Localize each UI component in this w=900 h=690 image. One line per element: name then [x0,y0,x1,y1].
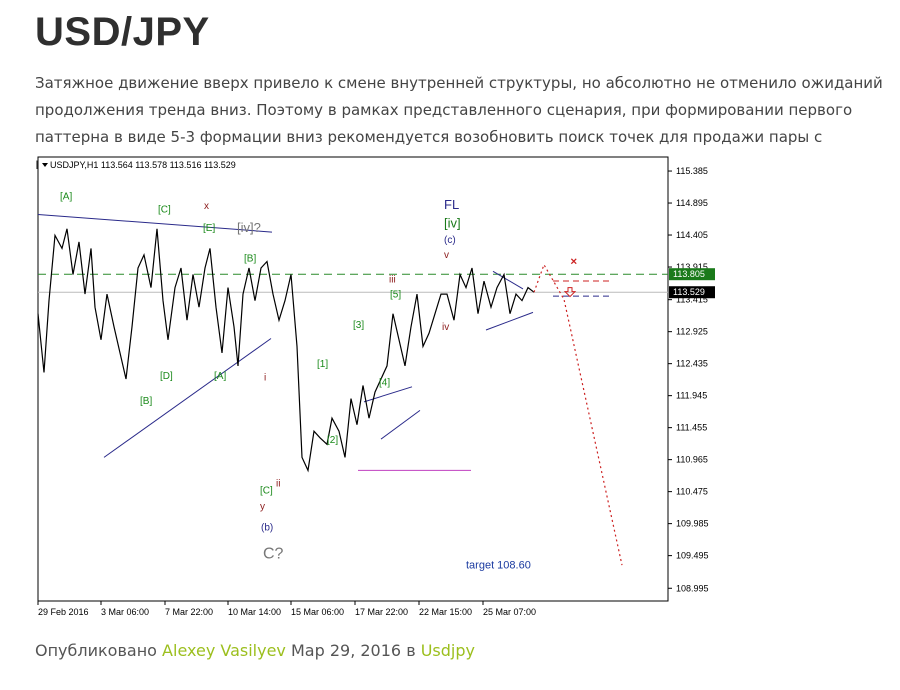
wave-label: iv [442,322,449,333]
dropdown-arrow-icon [42,163,48,167]
sell-arrow-icon [563,287,577,298]
wave-label: y [260,502,265,513]
wave-label: [iv]? [237,220,261,235]
stop-mark-icon: ✕ [570,257,578,267]
y-tick-label: 115.385 [676,166,708,176]
price-box-label: 113.805 [673,269,705,279]
usdjpy-chart: USDJPY,H1 113.564 113.578 113.516 113.52… [37,156,715,617]
y-tick-label: 108.995 [676,583,709,593]
y-tick-label: 114.895 [676,198,708,208]
upper-trendline [37,213,273,233]
wave-label: [D] [160,371,173,382]
wave-label: [C] [158,205,171,216]
wave-label: [B] [244,253,256,264]
y-tick-label: 114.405 [676,230,708,240]
lower-trendline [103,338,272,458]
y-tick-label: 112.925 [676,327,708,337]
x-tick-label: 22 Mar 15:00 [419,607,472,617]
y-tick-label: 109.985 [676,519,709,529]
wave-label: [B] [140,396,152,407]
price-box [669,268,715,281]
wave-label: [C] [260,485,273,496]
x-tick-label: 25 Mar 07:00 [483,607,536,617]
page-title: USD/JPY [35,10,210,54]
ending-diagonal-lower [485,311,534,331]
y-tick-label: 109.495 [676,551,709,561]
wave-label: [4] [379,378,390,389]
x-tick-label: 15 Mar 06:00 [291,607,344,617]
wave-label: v [444,250,449,261]
price-series-line [37,228,535,473]
x-tick-label: 7 Mar 22:00 [165,607,213,617]
published-label: Опубликовано [35,641,157,660]
y-tick-label: 112.435 [676,359,708,369]
wave-label: [iv] [444,216,461,231]
wave-label: target 108.60 [466,559,531,571]
wave-label: [1] [317,359,328,370]
wave-label: [3] [353,320,364,331]
post-meta: Опубликовано Alexey Vasilyev Мар 29, 201… [35,641,475,660]
wave-label: [A] [214,371,226,382]
wedge-lower-line [380,409,421,440]
x-tick-label: 3 Mar 06:00 [101,607,149,617]
plot-frame [37,156,669,602]
y-tick-label: 110.475 [676,487,708,497]
price-box [669,286,715,299]
category-link[interactable]: Usdjpy [420,641,475,660]
wave-label: [2] [327,435,338,446]
projection-path [533,263,623,566]
y-tick-label: 113.415 [676,295,708,305]
ending-diagonal-upper [492,270,524,290]
wave-label: (b) [261,522,273,533]
post-date: Мар 29, 2016 [290,641,402,660]
x-tick-label: 29 Feb 2016 [38,607,89,617]
wave-label: FL [444,197,459,212]
y-tick-label: 113.915 [676,262,708,272]
chart-container: USDJPY,H1 113.564 113.578 113.516 113.52… [34,155,754,620]
wave-label: [E] [203,223,215,234]
y-tick-label: 111.455 [676,423,707,433]
wave-label: [A] [60,191,72,202]
y-tick-label: 111.945 [676,391,707,401]
in-label: в [406,641,416,660]
wave-label: ii [276,479,280,490]
x-tick-label: 17 Mar 22:00 [355,607,408,617]
chart-header: USDJPY,H1 113.564 113.578 113.516 113.52… [50,160,236,170]
wave-label: [5] [390,289,401,300]
wave-label: (c) [444,235,456,246]
x-tick-label: 10 Mar 14:00 [228,607,281,617]
wedge-upper-line [363,386,413,403]
y-tick-label: 110.965 [676,455,708,465]
wave-label: iii [389,274,396,285]
wave-label: C? [263,546,284,563]
author-link[interactable]: Alexey Vasilyev [162,641,286,660]
wave-label: x [204,201,209,212]
wave-label: i [264,372,266,383]
price-box-label: 113.529 [673,287,705,297]
